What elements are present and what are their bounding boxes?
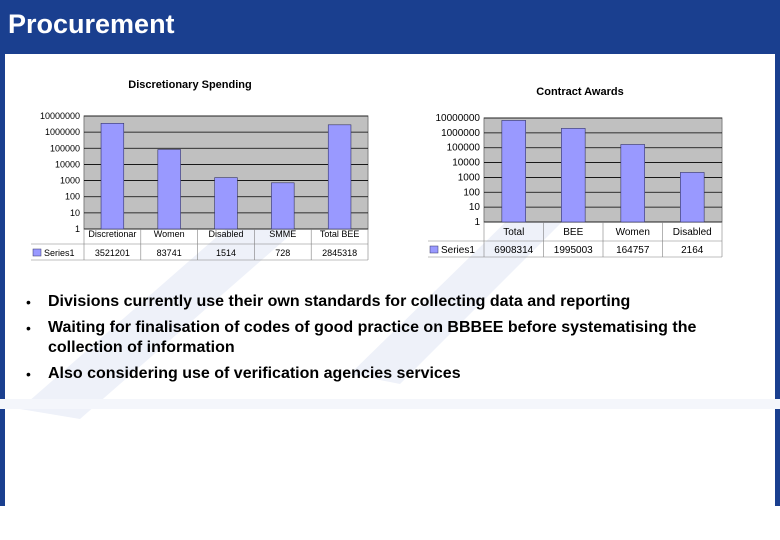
y-tick-label: 10000 bbox=[452, 158, 480, 169]
y-tick-label: 1 bbox=[474, 217, 480, 228]
data-table-value: 6908314 bbox=[494, 245, 533, 256]
bar bbox=[561, 128, 586, 223]
y-tick-label: 1000 bbox=[60, 176, 80, 186]
frame-right bbox=[775, 54, 780, 506]
data-table-value: 1514 bbox=[216, 248, 236, 258]
data-table-value: 3521201 bbox=[95, 248, 130, 258]
bar bbox=[271, 182, 295, 230]
bar bbox=[100, 123, 125, 230]
y-tick-label: 100 bbox=[463, 187, 480, 198]
y-tick-label: 1000000 bbox=[45, 127, 80, 137]
legend-label: Series1 bbox=[44, 248, 75, 258]
bullet-text: Also considering use of verification age… bbox=[48, 365, 461, 382]
x-tick-label: SMME bbox=[269, 229, 296, 239]
bullet-marker: • bbox=[26, 366, 31, 382]
bullet-item: • Waiting for finalisation of codes of g… bbox=[26, 318, 766, 358]
bullet-text: Divisions currently use their own standa… bbox=[48, 293, 631, 310]
y-tick-label: 1000 bbox=[458, 172, 481, 183]
slide-title: Procurement bbox=[8, 9, 175, 39]
bar bbox=[680, 172, 705, 223]
bar bbox=[214, 177, 238, 230]
legend-label: Series1 bbox=[441, 245, 475, 256]
bar bbox=[327, 124, 352, 230]
y-tick-label: 100000 bbox=[447, 143, 481, 154]
frame-left bbox=[0, 54, 5, 506]
data-table-value: 2164 bbox=[681, 245, 704, 256]
title-banner: Procurement bbox=[0, 0, 780, 54]
y-tick-label: 10 bbox=[469, 202, 481, 213]
bullet-list: • Divisions currently use their own stan… bbox=[26, 292, 766, 390]
y-tick-label: 10 bbox=[70, 208, 80, 218]
chart-contract-awards: Contract Awards 10000000 1000000 100000 1000… bbox=[428, 86, 723, 258]
y-tick-label: 10000 bbox=[55, 159, 80, 169]
y-tick-label: 10000000 bbox=[436, 113, 481, 124]
data-table-value: 83741 bbox=[157, 248, 182, 258]
y-tick-label: 1 bbox=[75, 224, 80, 234]
chart-title: Contract Awards bbox=[536, 86, 623, 98]
x-tick-label: Women bbox=[616, 227, 650, 238]
bullet-marker: • bbox=[26, 294, 31, 310]
y-tick-label: 1000000 bbox=[441, 128, 480, 139]
chart-title: Discretionary Spending bbox=[128, 79, 251, 91]
data-table-value: 1995003 bbox=[554, 245, 593, 256]
legend-swatch bbox=[32, 248, 42, 257]
data-table-value: 164757 bbox=[616, 245, 650, 256]
data-table-value: 728 bbox=[275, 248, 290, 258]
x-tick-label: BEE bbox=[563, 227, 583, 238]
bullet-text: Waiting for finalisation of codes of goo… bbox=[48, 319, 697, 356]
y-tick-label: 100000 bbox=[50, 143, 80, 153]
chart-discretionary-spending: Discretionary Spending 10000000 1000000 100… bbox=[31, 79, 369, 261]
bar bbox=[157, 149, 181, 230]
legend-swatch bbox=[429, 245, 439, 254]
y-tick-label: 100 bbox=[65, 192, 80, 202]
bar bbox=[501, 120, 526, 223]
bullet-marker: • bbox=[26, 320, 31, 336]
y-tick-label: 10000000 bbox=[40, 111, 80, 121]
x-tick-label: Total BEE bbox=[320, 229, 360, 239]
bullet-item: • Divisions currently use their own stan… bbox=[26, 292, 766, 312]
x-tick-label: Disabled bbox=[208, 229, 243, 239]
x-tick-label: Women bbox=[154, 229, 185, 239]
x-tick-label: Discretionar bbox=[88, 229, 136, 239]
bullet-item: • Also considering use of verification a… bbox=[26, 364, 766, 384]
x-tick-label: Disabled bbox=[673, 227, 712, 238]
x-tick-label: Total bbox=[503, 227, 524, 238]
bar bbox=[620, 144, 645, 223]
data-table-value: 2845318 bbox=[322, 248, 357, 258]
